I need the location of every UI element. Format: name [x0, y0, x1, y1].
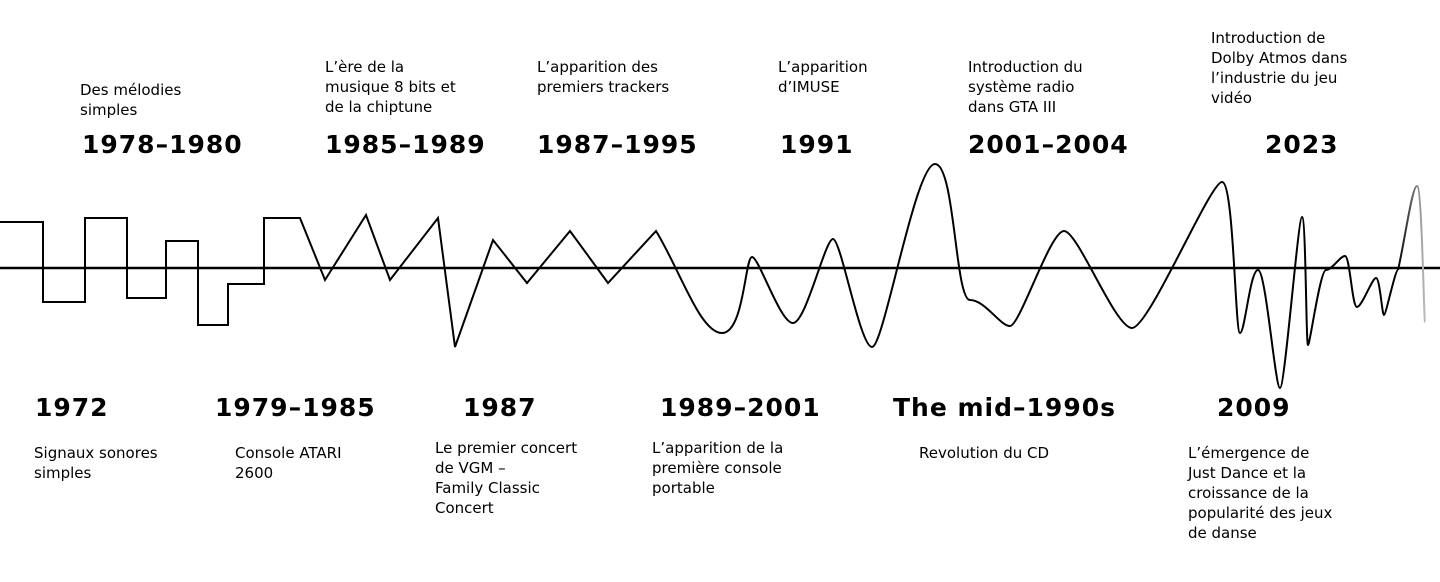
event-description: Just Dance et la	[1187, 464, 1306, 482]
event-year: 1978–1980	[82, 130, 243, 159]
event-description: première console	[652, 459, 782, 477]
event-description: Revolution du CD	[919, 444, 1049, 462]
event-description: Introduction du	[968, 58, 1083, 76]
event-description: L’apparition	[778, 58, 868, 76]
event-year: 1987	[463, 393, 537, 422]
event-description: Console ATARI	[235, 444, 342, 462]
sound-wave-fade	[1397, 184, 1426, 323]
event-description: l’industrie du jeu	[1211, 69, 1337, 87]
event-description: musique 8 bits et	[325, 78, 456, 96]
event-description: portable	[652, 479, 715, 497]
event-year: 1989–2001	[660, 393, 821, 422]
event-description: simples	[34, 464, 92, 482]
event-year: 2023	[1265, 130, 1339, 159]
event-year: 2009	[1217, 393, 1291, 422]
event-description: Family Classic	[435, 479, 540, 497]
event-description: simples	[80, 101, 138, 119]
event-year: 1979–1985	[215, 393, 376, 422]
event-description: de la chiptune	[325, 98, 432, 116]
event-description: de VGM –	[435, 459, 506, 477]
event-description: Le premier concert	[435, 439, 577, 457]
event-description: dans GTA III	[968, 98, 1056, 116]
event-description: Concert	[435, 499, 494, 517]
event-description: L’ère de la	[325, 58, 404, 76]
event-year: 1972	[35, 393, 109, 422]
event-description: premiers trackers	[537, 78, 669, 96]
event-description: système radio	[968, 78, 1074, 96]
sound-wave	[0, 162, 1399, 390]
event-description: L’émergence de	[1188, 444, 1309, 462]
event-description: 2600	[235, 464, 273, 482]
event-year: 2001–2004	[968, 130, 1129, 159]
event-description: L’apparition des	[537, 58, 658, 76]
event-description: Des mélodies	[80, 81, 181, 99]
event-year: 1991	[780, 130, 854, 159]
event-description: vidéo	[1211, 89, 1252, 107]
event-description: Introduction de	[1211, 29, 1325, 47]
event-year: 1987–1995	[537, 130, 698, 159]
event-year: The mid–1990s	[893, 393, 1116, 422]
event-description: L’apparition de la	[652, 439, 783, 457]
event-description: de danse	[1188, 524, 1257, 542]
event-year: 1985–1989	[325, 130, 486, 159]
event-description: Signaux sonores	[34, 444, 158, 462]
event-description: d’IMUSE	[778, 78, 840, 96]
event-description: Dolby Atmos dans	[1211, 49, 1348, 67]
event-description: popularité des jeux	[1188, 504, 1333, 522]
event-description: croissance de la	[1188, 484, 1309, 502]
